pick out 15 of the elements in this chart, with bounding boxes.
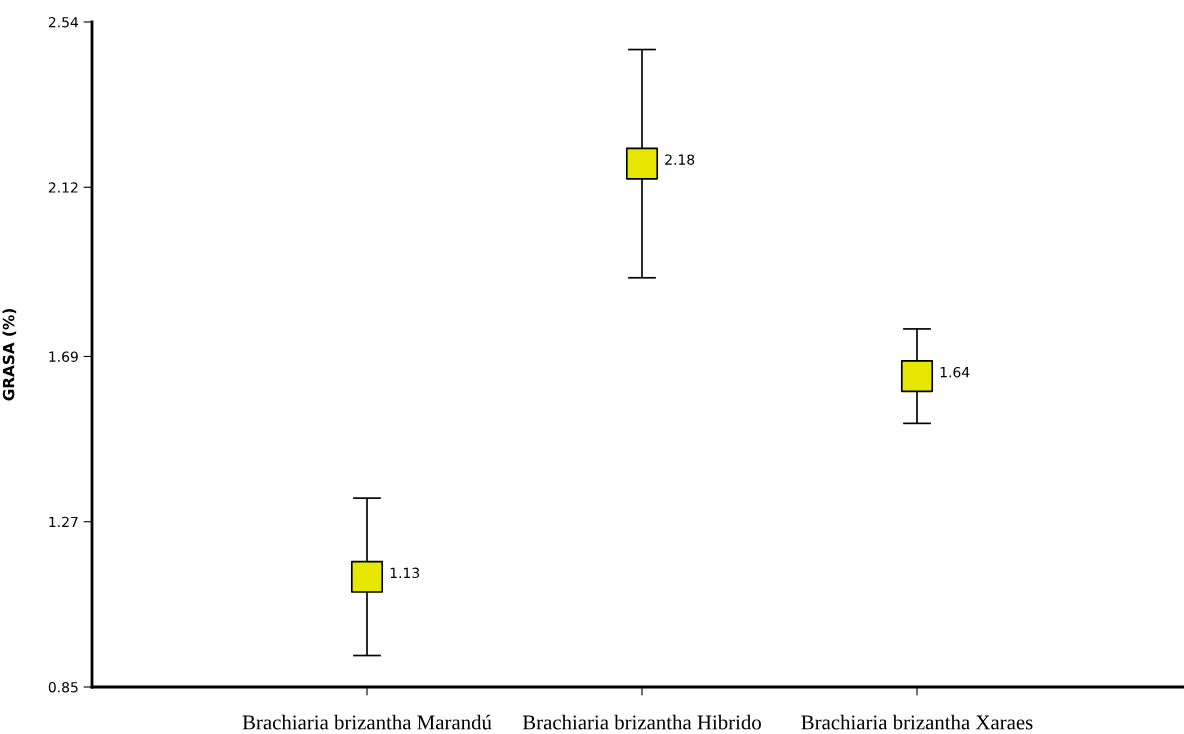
point — [625, 147, 659, 180]
point — [350, 560, 384, 593]
y-tick-label: 0.85 — [48, 681, 78, 693]
data-label: 2.18 — [665, 154, 695, 165]
x-tick-label: Brachiaria brizantha Hibrido — [522, 714, 761, 730]
y-tick-label: 2.12 — [48, 182, 78, 193]
point — [900, 360, 934, 393]
x-tick-label: Brachiaria brizantha Marandú — [242, 714, 492, 730]
y-tick-label: 1.27 — [49, 516, 78, 528]
data-label: 1.64 — [940, 366, 970, 378]
x-tick-label: Brachiaria brizantha Xaraes — [801, 714, 1033, 730]
data-label: 1.13 — [390, 567, 420, 579]
y-tick-label: 1.69 — [49, 351, 78, 362]
y-tick-label: 2.54 — [48, 16, 79, 28]
y-axis-title: GRASA (%) — [2, 309, 17, 401]
